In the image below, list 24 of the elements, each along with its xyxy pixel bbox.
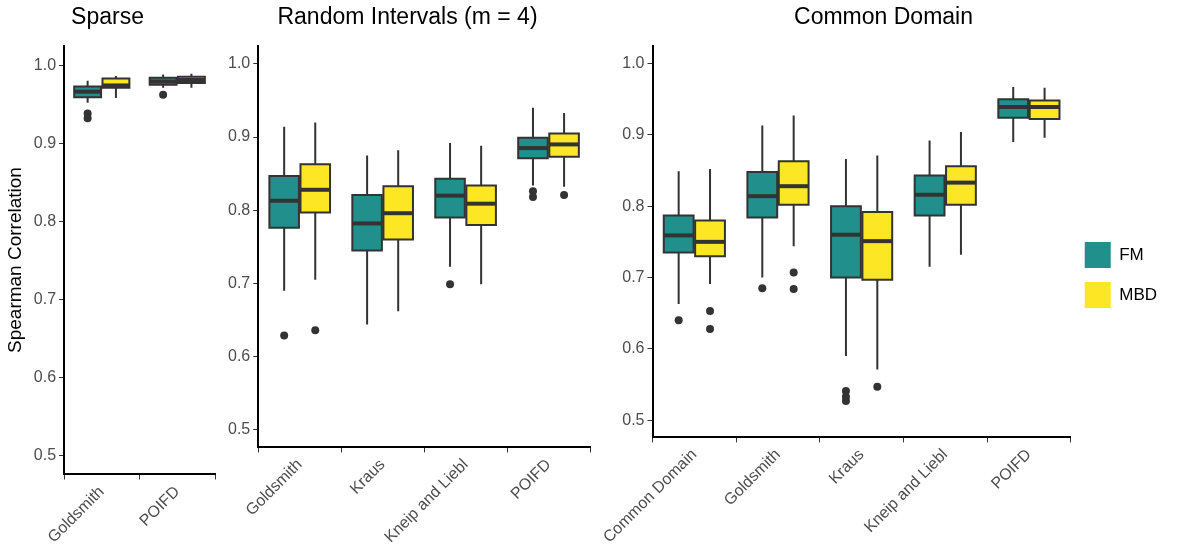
y-tick-label: 1.0 [33,55,57,73]
y-tick-label: 0.9 [33,133,57,151]
y-tick-label: 0.9 [227,127,251,145]
y-tick-label: 1.0 [622,53,645,71]
y-tick-label: 0.6 [33,368,57,386]
y-tick-label: 0.6 [227,347,251,365]
legend-label: FM [1119,244,1144,264]
y-tick-label: 0.5 [33,446,57,464]
chart-title: Common Domain [794,3,973,30]
y-tick-label: 1.0 [227,54,251,72]
chart-title: Sparse [71,3,144,30]
y-tick-label: 0.6 [622,339,645,357]
y-axis-title: Spearman Correlation [3,167,25,353]
y-tick-label: 0.7 [33,289,57,307]
y-tick-label: 0.9 [622,125,645,143]
chart-title: Random Intervals (m = 4) [277,3,538,30]
y-tick-label: 0.8 [33,211,57,229]
y-tick-label: 0.7 [227,273,251,291]
y-tick-label: 0.5 [622,410,645,428]
y-tick-label: 0.5 [227,420,251,438]
legend-label: MBD [1119,284,1157,304]
y-tick-label: 0.8 [227,200,251,218]
y-tick-label: 0.8 [622,196,645,214]
y-tick-label: 0.7 [622,267,645,285]
